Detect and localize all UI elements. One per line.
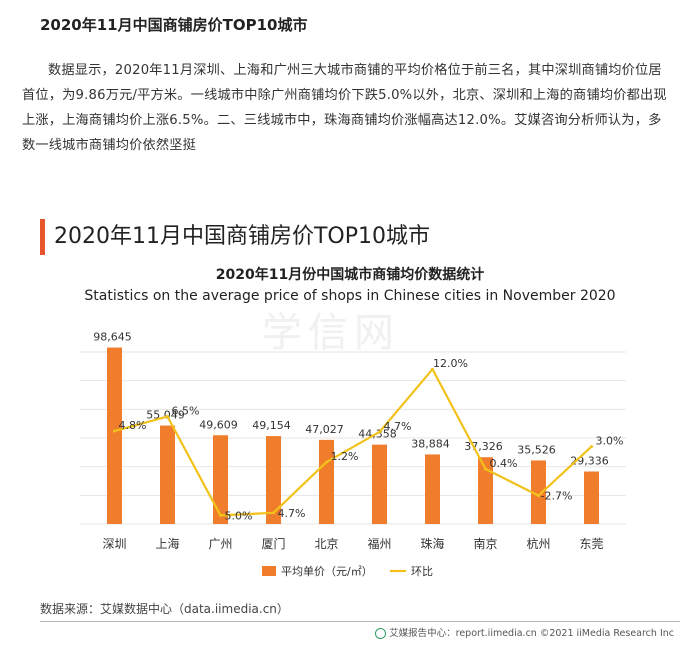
bar-value-label: 49,154 [252,419,291,432]
mom-point-广州 [219,513,222,517]
bar-南京 [478,457,493,524]
mom-value-label: -2.7% [541,490,573,503]
mom-value-label: 4.8% [119,419,147,432]
bar-杭州 [531,460,546,524]
bar-value-label: 55,049 [146,409,185,422]
x-tick-label: 福州 [367,536,391,551]
mom-point-上海 [166,415,169,418]
bar-福州 [372,444,387,524]
bar-value-label: 47,027 [305,423,344,436]
bar-value-label: 49,609 [199,418,238,431]
legend-label-bar: 平均单价（元/㎡） [281,565,373,578]
x-tick-label: 上海 [155,536,179,551]
footer: 艾媒报告中心：report.iimedia.cn ©2021 iiMedia R… [375,625,674,639]
bar-珠海 [425,454,440,524]
mom-point-东莞 [590,445,593,449]
source-note: 数据来源：艾媒数据中心（data.iimedia.cn） [40,602,289,616]
mom-value-label: 12.0% [433,357,468,370]
x-tick-label: 广州 [208,537,232,551]
x-tick-label: 杭州 [526,536,550,551]
banner-accent-bar [40,219,45,255]
bar-value-label: 98,645 [93,331,132,344]
x-tick-label: 深圳 [102,537,126,551]
mom-point-杭州 [537,494,540,498]
bar-深圳 [107,347,122,524]
bar-广州 [213,435,228,524]
mom-value-label: 1.2% [331,450,359,463]
x-tick-label: 东莞 [579,537,603,551]
chart-title: 2020年11月份中国城市商铺均价数据统计 [215,267,485,283]
x-tick-label: 珠海 [420,536,444,551]
mom-point-北京 [325,460,328,464]
x-tick-label: 南京 [473,536,497,551]
bar-东莞 [584,471,599,524]
bar-value-label: 35,526 [517,443,556,456]
mom-value-label: 3.0% [596,435,624,448]
chart-subtitle: Statistics on the average price of shops… [84,288,616,304]
mom-value-label: 4.7% [384,420,412,433]
mom-value-label: 0.4% [490,457,518,470]
mom-value-label: 5.0% [225,509,253,522]
footer-text: 艾媒报告中心：report.iimedia.cn ©2021 iiMedia R… [389,628,674,639]
x-tick-label: 北京 [314,537,338,551]
bar-value-label: 38,884 [411,437,450,450]
article-paragraph: 数据显示，2020年11月深圳、上海和广州三大城市商铺的平均价格位于前三名，其中… [22,63,667,153]
mom-point-深圳 [113,429,116,433]
iimedia-logo-icon [375,628,387,639]
bar-厦门 [266,436,281,524]
bar-value-label: 37,326 [464,440,503,453]
legend-label-line: 环比 [411,565,433,578]
mom-value-label: 6.5% [172,405,200,418]
watermark: 学信网 [262,310,400,356]
mom-value-label: 4.7% [278,507,306,520]
banner-title: 2020年11月中国商铺房价TOP10城市 [54,224,430,249]
mom-point-南京 [484,467,487,471]
mom-line-series [114,368,593,517]
article-title: 2020年11月中国商铺房价TOP10城市 [40,16,308,34]
legend-swatch-bar [262,566,276,576]
mom-point-福州 [378,430,381,434]
bottom-divider [40,621,680,622]
x-tick-label: 厦门 [261,536,285,551]
bar-上海 [160,425,175,524]
mom-point-珠海 [431,367,434,371]
mom-point-厦门 [272,511,275,515]
